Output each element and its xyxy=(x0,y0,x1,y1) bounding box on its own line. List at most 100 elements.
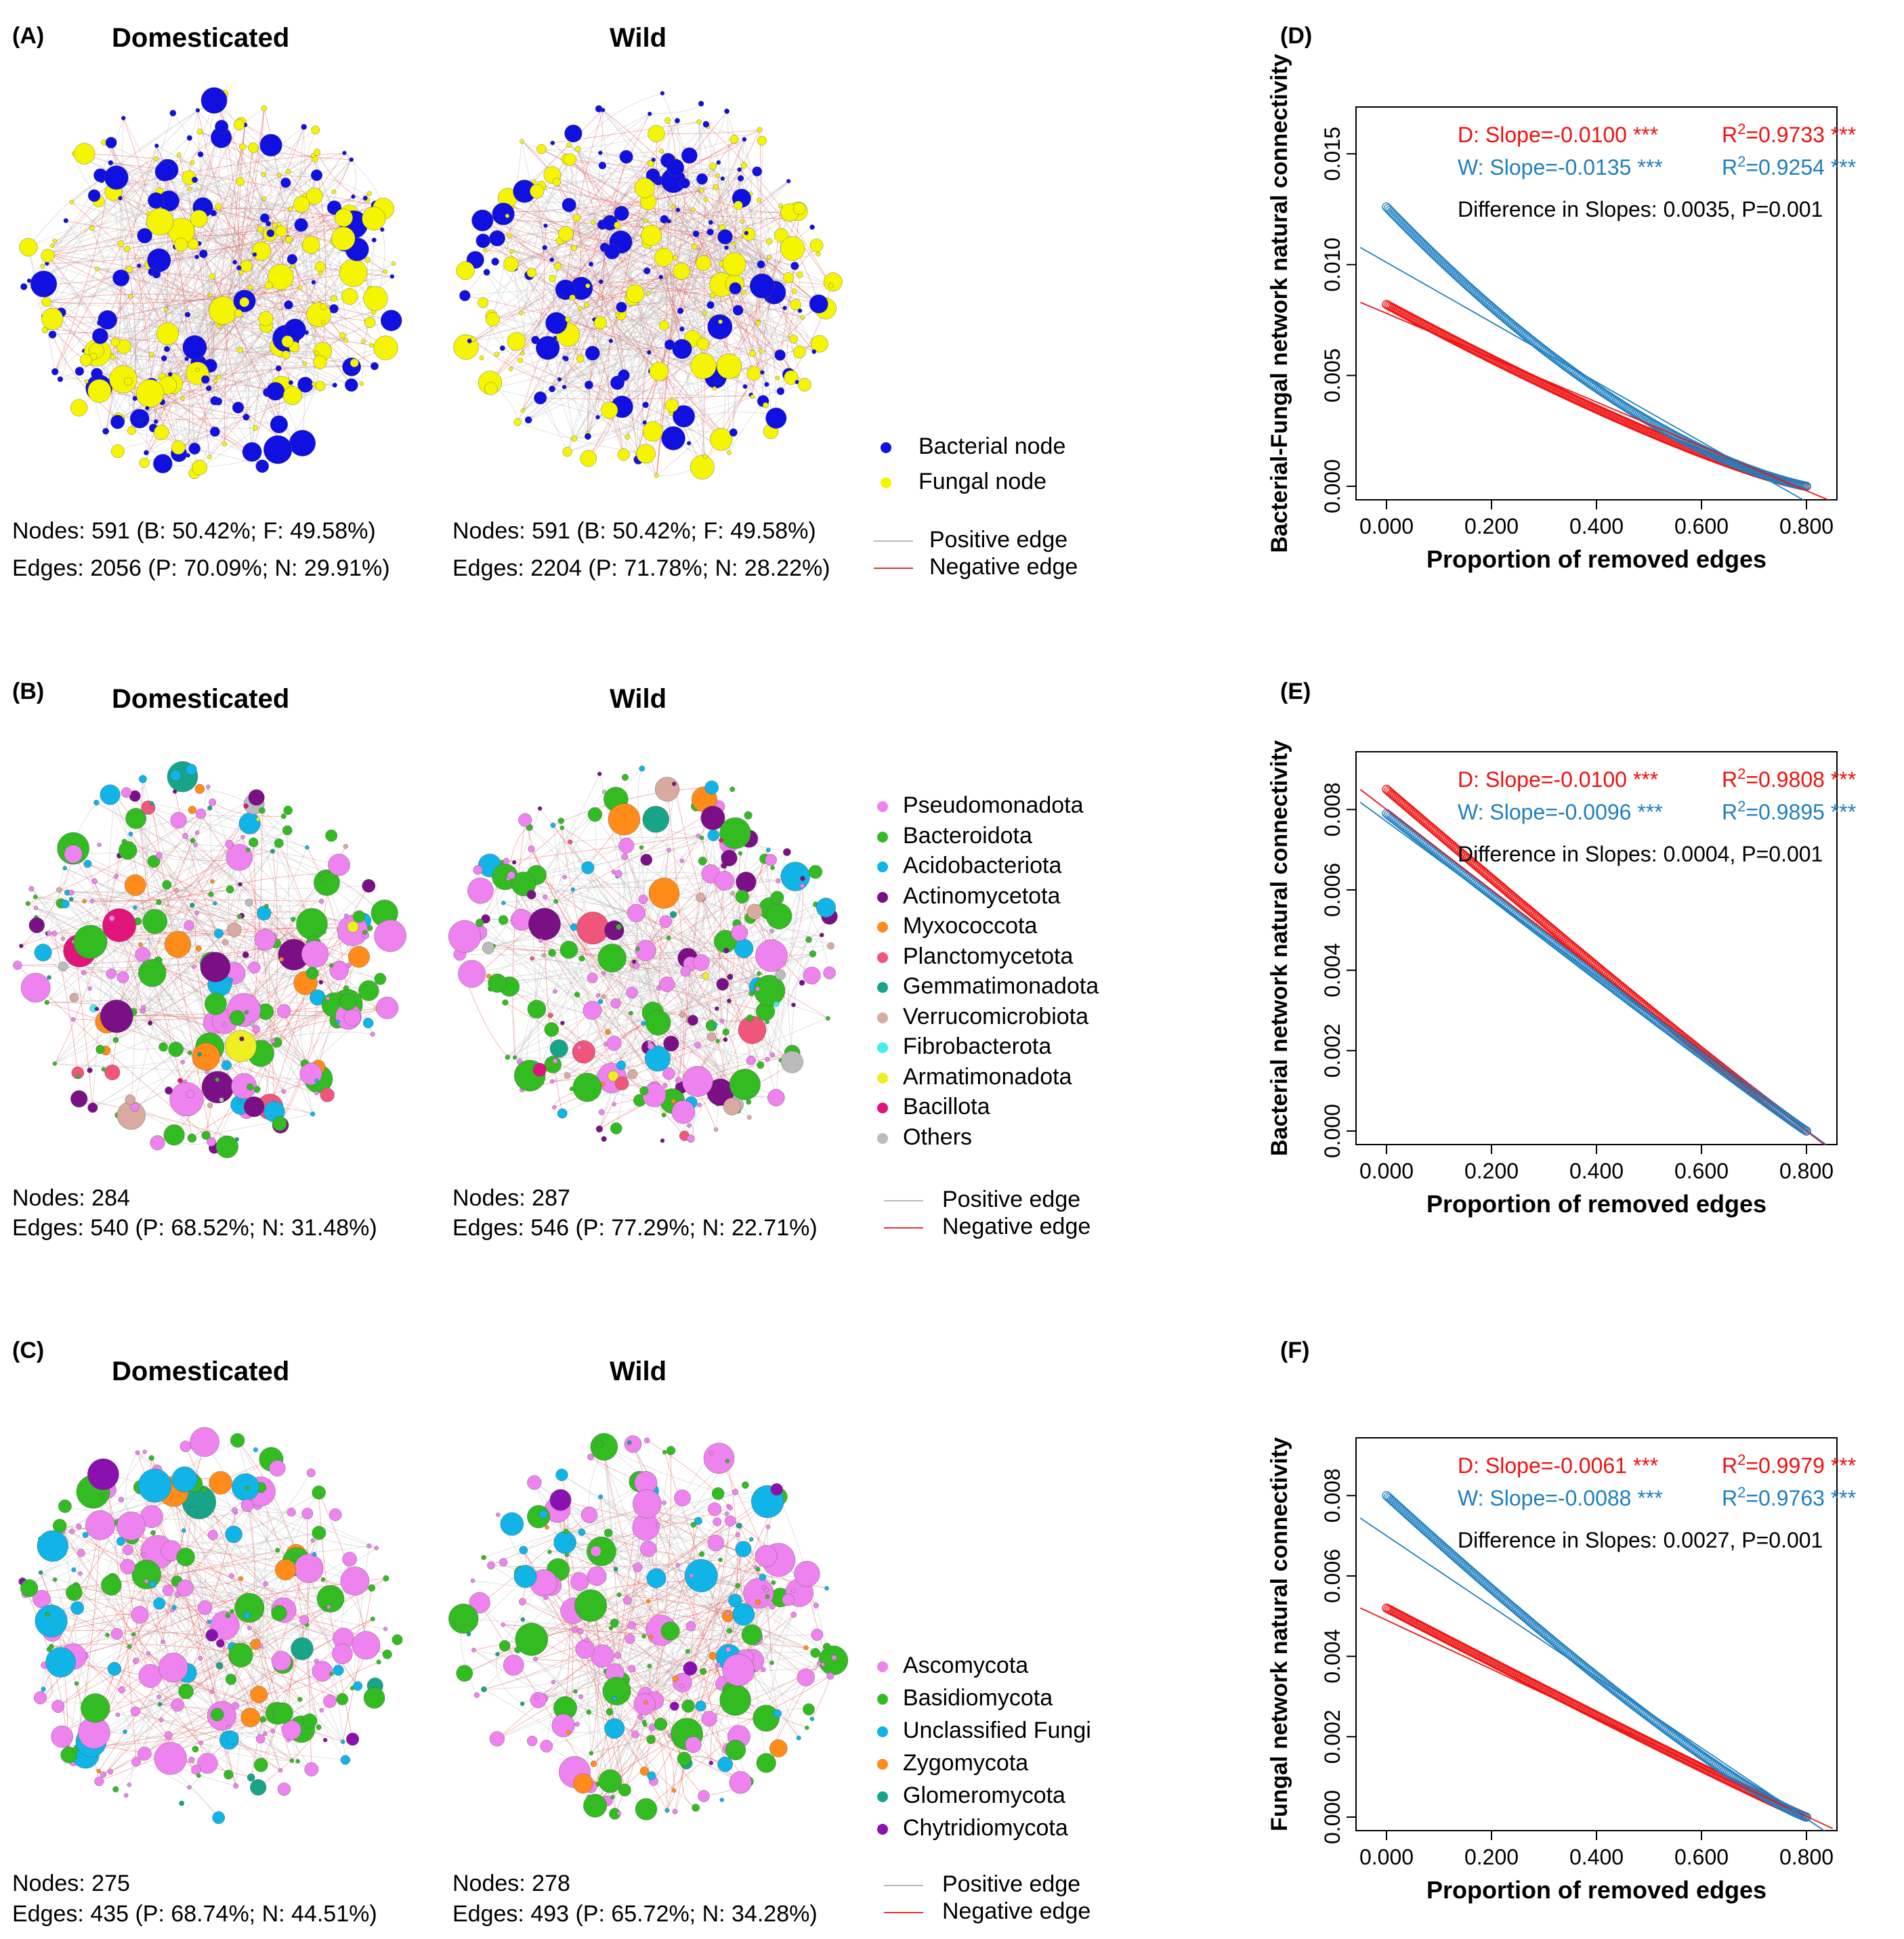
network-node xyxy=(473,1692,480,1699)
legend-swatch xyxy=(877,922,888,933)
network-node xyxy=(179,1441,192,1453)
network-node xyxy=(481,1555,486,1560)
network-node xyxy=(184,312,191,318)
network-node xyxy=(625,1634,635,1644)
network-node xyxy=(320,1088,335,1103)
network-node xyxy=(35,1604,68,1638)
network-node xyxy=(246,847,251,853)
negative-edge xyxy=(115,919,312,1040)
negative-edge xyxy=(680,199,706,312)
network-node xyxy=(715,871,734,891)
network-node xyxy=(75,366,85,376)
legend-label: Bacterial node xyxy=(918,433,1066,459)
negative-edge xyxy=(74,1592,343,1700)
network-node xyxy=(742,384,748,389)
network-node xyxy=(664,117,671,124)
network-node xyxy=(550,140,555,146)
network-node xyxy=(615,1076,629,1090)
positive-edge xyxy=(105,243,200,431)
network-node xyxy=(336,1693,349,1705)
negative-edge xyxy=(780,885,803,975)
network-node xyxy=(742,1481,749,1489)
network-node xyxy=(343,913,349,918)
legend-swatch xyxy=(877,1072,888,1084)
network-node xyxy=(383,1627,388,1632)
network-node xyxy=(195,108,200,113)
positive-edge xyxy=(189,1787,219,1818)
data-point xyxy=(1427,247,1437,257)
positive-edge xyxy=(197,110,265,199)
data-point xyxy=(1385,205,1395,215)
network-node xyxy=(105,137,117,149)
network-node xyxy=(700,1667,707,1675)
positive-edge xyxy=(194,385,321,474)
network-node xyxy=(142,909,167,934)
network-node xyxy=(73,143,96,165)
panel-a-domesticated-title: Domesticated xyxy=(112,23,290,53)
network-node xyxy=(243,803,249,809)
network-node xyxy=(602,1677,631,1705)
network-node xyxy=(769,929,774,933)
network-node xyxy=(492,203,515,226)
negative-edge xyxy=(114,1668,199,1776)
network-node xyxy=(805,1725,809,1730)
network-node xyxy=(666,1446,676,1455)
positive-edge xyxy=(115,1040,164,1050)
positive-edge xyxy=(266,901,322,907)
network-node xyxy=(165,1086,173,1094)
legend-label: Unclassified Fungi xyxy=(903,1718,1091,1743)
network-node xyxy=(238,270,244,275)
network-node xyxy=(664,398,679,412)
positive-edge xyxy=(200,154,242,273)
positive-edge xyxy=(185,1556,310,1722)
legend-label: Chytridiomycota xyxy=(903,1815,1068,1841)
network-node xyxy=(305,188,323,205)
network-node xyxy=(313,148,321,156)
negative-edge xyxy=(562,827,614,872)
network-node xyxy=(672,339,692,359)
legend-item: Positive edge xyxy=(874,527,1078,554)
positive-edge xyxy=(546,1669,739,1747)
network-node xyxy=(247,1773,255,1782)
network-node xyxy=(343,338,349,343)
network-node xyxy=(513,418,522,426)
network-node xyxy=(318,271,323,276)
positive-edge xyxy=(744,929,831,946)
positive-edge xyxy=(746,1664,824,1693)
network-node xyxy=(553,899,559,904)
network-node xyxy=(257,226,264,233)
network-node xyxy=(117,1511,146,1541)
network-node xyxy=(370,1031,375,1037)
legend-swatch xyxy=(877,982,888,994)
network-node xyxy=(135,379,165,408)
network-node xyxy=(797,1668,815,1686)
positive-edge xyxy=(562,1474,834,1658)
network-node xyxy=(809,1716,815,1722)
network-node xyxy=(120,1558,135,1575)
network xyxy=(13,761,406,1158)
positive-edge xyxy=(144,235,266,319)
legend-item: Negative edge xyxy=(874,554,1078,581)
positive-edge xyxy=(91,228,150,394)
network-node xyxy=(291,916,296,922)
negative-edge xyxy=(627,1554,702,1601)
network-node xyxy=(585,433,591,440)
network-node xyxy=(486,312,500,326)
positive-edge xyxy=(47,971,312,1003)
network-node xyxy=(704,780,719,795)
legend-item: Armatimonadota xyxy=(877,1064,1099,1094)
network-node xyxy=(662,1082,668,1088)
network-node xyxy=(713,1127,719,1132)
network-node xyxy=(186,135,192,141)
network-node xyxy=(152,270,161,278)
network-node xyxy=(675,207,681,213)
positive-edge xyxy=(247,1505,261,1646)
network-node xyxy=(208,293,213,297)
positive-edge xyxy=(310,1579,346,1760)
network-node xyxy=(121,838,128,845)
network-node xyxy=(511,872,536,897)
network-node xyxy=(681,1699,695,1713)
positive-edge xyxy=(511,251,795,339)
network-node xyxy=(536,144,547,154)
network-node xyxy=(731,241,736,247)
